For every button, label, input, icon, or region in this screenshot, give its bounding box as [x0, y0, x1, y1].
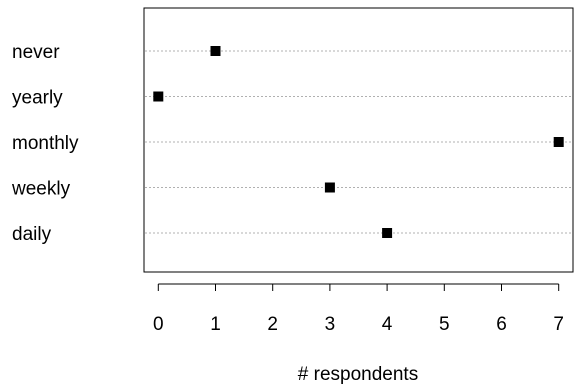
category-label-never: never — [12, 42, 60, 63]
x-tick-label-4: 4 — [382, 314, 393, 335]
data-point-yearly — [153, 91, 164, 102]
guide-lines — [145, 50, 572, 234]
x-tick-label-7: 7 — [553, 314, 564, 335]
x-axis-title: # respondents — [298, 364, 418, 385]
category-label-daily: daily — [12, 224, 52, 245]
data-point-never — [210, 46, 221, 56]
data-point-monthly — [553, 137, 564, 147]
category-label-weekly: weekly — [11, 179, 71, 200]
x-tick-label-0: 0 — [153, 314, 164, 335]
data-point-weekly — [324, 182, 335, 193]
x-axis: 0 1 2 3 4 5 6 7 — [153, 283, 564, 335]
x-tick-label-5: 5 — [439, 314, 450, 335]
plot-frame — [143, 7, 574, 273]
category-label-yearly: yearly — [12, 88, 63, 109]
category-label-monthly: monthly — [12, 133, 79, 154]
x-tick-label-1: 1 — [210, 314, 221, 335]
x-tick-label-3: 3 — [325, 314, 336, 335]
data-points — [153, 46, 564, 238]
x-tick-label-2: 2 — [267, 314, 278, 335]
data-point-daily — [382, 228, 393, 238]
x-tick-label-6: 6 — [496, 314, 507, 335]
category-labels: never yearly monthly weekly daily — [11, 42, 79, 245]
